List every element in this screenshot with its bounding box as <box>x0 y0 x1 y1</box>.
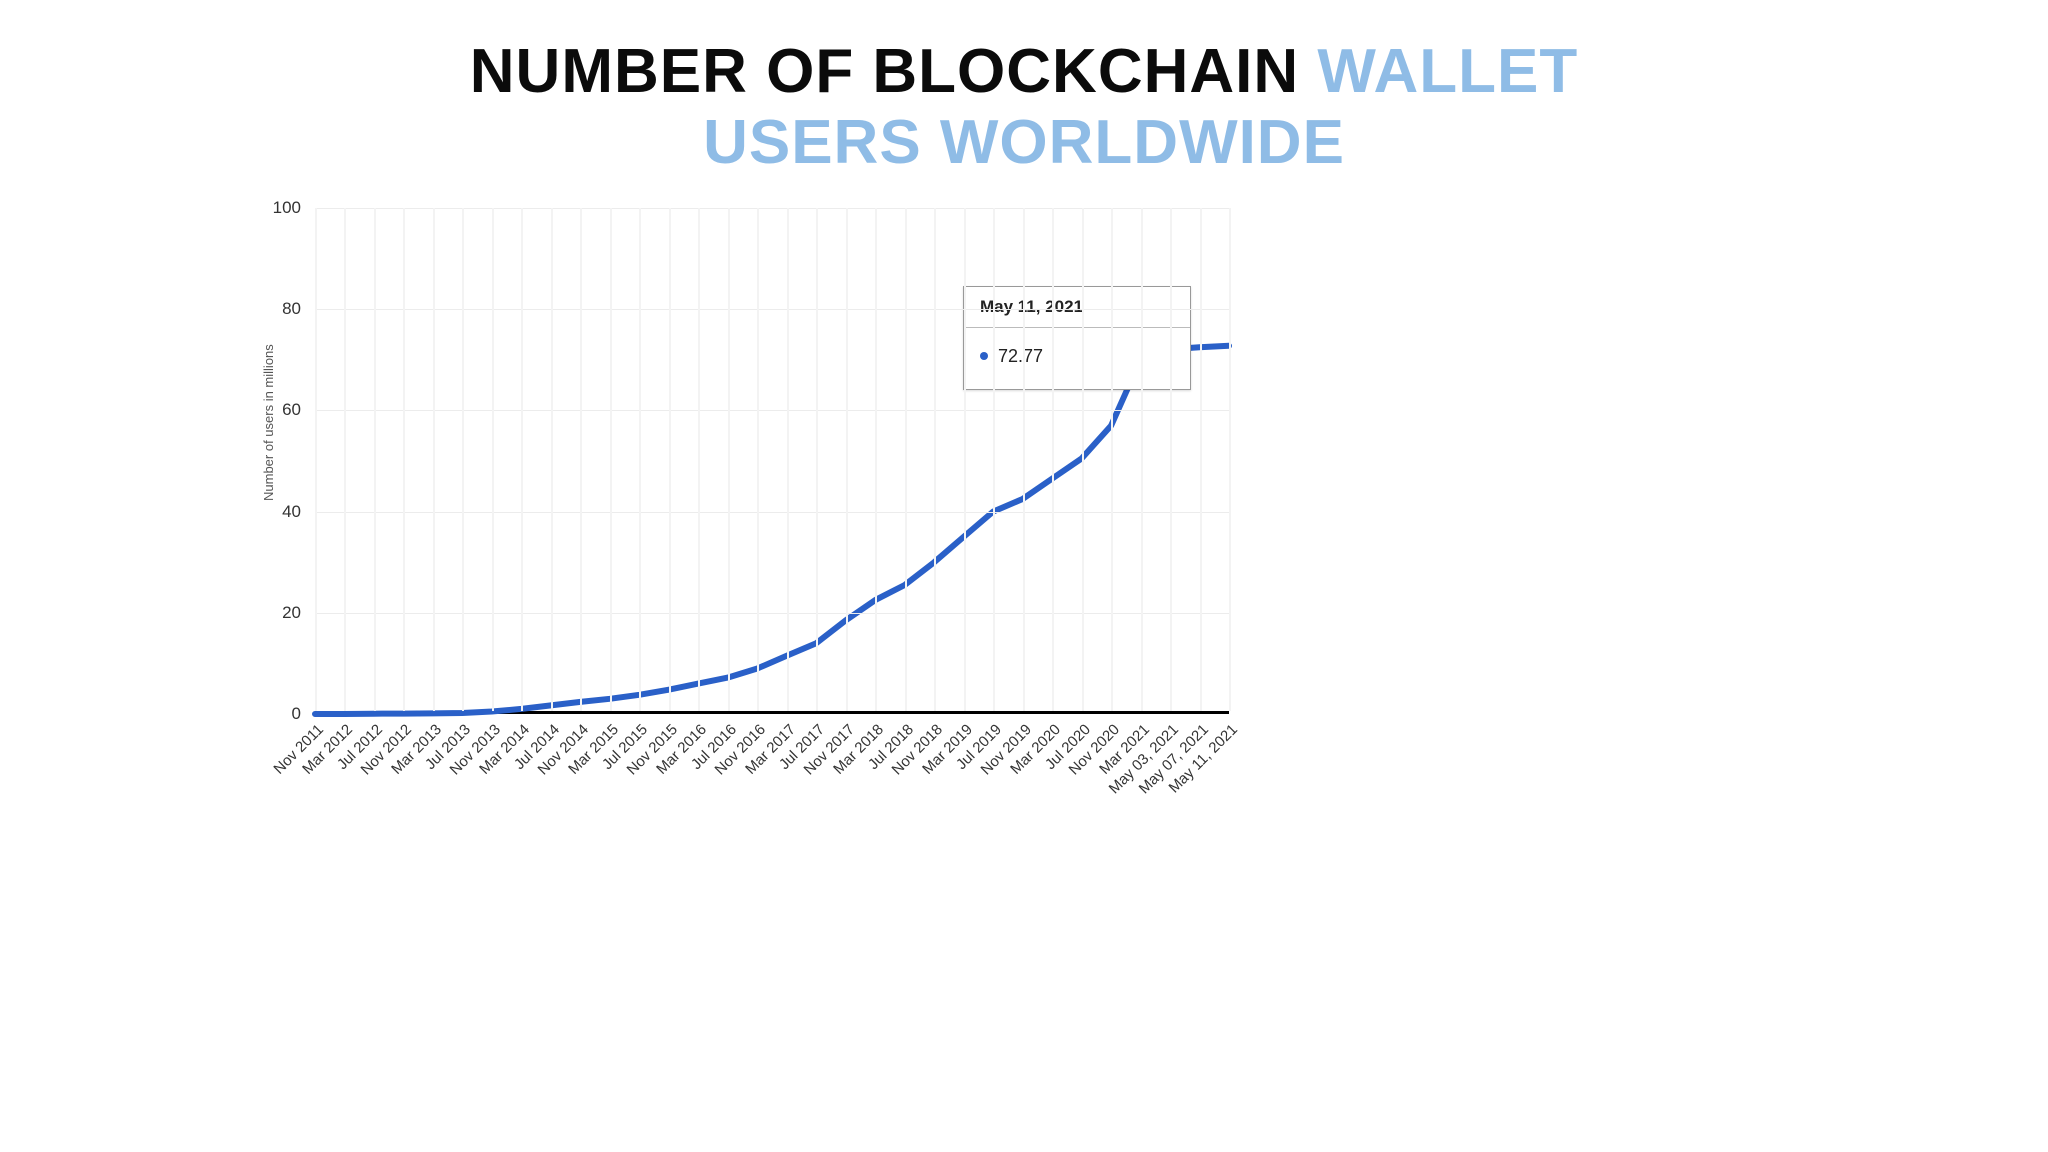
gridline-v <box>934 208 936 711</box>
gridline-v <box>787 208 789 711</box>
gridline-v <box>964 208 966 711</box>
gridline-v <box>1200 208 1202 711</box>
gridline-v <box>905 208 907 711</box>
gridline-v <box>639 208 641 711</box>
gridline-v <box>403 208 405 711</box>
gridline-v <box>728 208 730 711</box>
gridline-v <box>993 208 995 711</box>
y-tick-label: 80 <box>282 299 315 319</box>
gridline-v <box>1170 208 1172 711</box>
gridline-v <box>1023 208 1025 711</box>
gridline-v <box>374 208 376 711</box>
gridline-v <box>669 208 671 711</box>
series-line <box>315 346 1229 714</box>
gridline-v <box>698 208 700 711</box>
y-tick-label: 40 <box>282 502 315 522</box>
title-part-2: WALLET <box>1317 37 1578 106</box>
gridline-v <box>492 208 494 711</box>
gridline-v <box>757 208 759 711</box>
tooltip: May 11, 2021 72.77 <box>963 286 1191 390</box>
y-tick-label: 60 <box>282 400 315 420</box>
gridline-v <box>462 208 464 711</box>
tooltip-header: May 11, 2021 <box>964 287 1190 328</box>
gridline-v <box>1229 208 1231 711</box>
gridline-v <box>433 208 435 711</box>
gridline-v <box>846 208 848 711</box>
chart: Number of users in millions Nov 2011Mar … <box>315 208 1229 714</box>
title-part-1: NUMBER OF BLOCKCHAIN <box>470 37 1318 106</box>
gridline-v <box>1082 208 1084 711</box>
gridline-v <box>1141 208 1143 711</box>
data-line <box>315 208 1229 714</box>
gridline-h <box>315 410 1229 411</box>
gridline-h <box>315 208 1229 209</box>
gridline-v <box>816 208 818 711</box>
plot-area: Number of users in millions Nov 2011Mar … <box>315 208 1229 714</box>
tooltip-dot-icon <box>980 352 988 360</box>
y-tick-label: 100 <box>273 198 315 218</box>
gridline-v <box>521 208 523 711</box>
gridline-v <box>580 208 582 711</box>
gridline-v <box>610 208 612 711</box>
title-line-2: USERS WORLDWIDE <box>703 108 1345 177</box>
y-tick-label: 20 <box>282 603 315 623</box>
gridline-h <box>315 309 1229 310</box>
tooltip-body: 72.77 <box>964 328 1190 389</box>
gridline-v <box>315 208 317 711</box>
gridline-v <box>551 208 553 711</box>
y-axis-title: Number of users in millions <box>261 345 276 502</box>
y-tick-label: 0 <box>292 704 315 724</box>
gridline-v <box>344 208 346 711</box>
gridline-v <box>875 208 877 711</box>
gridline-h <box>315 613 1229 614</box>
page-title: NUMBER OF BLOCKCHAIN WALLET USERS WORLDW… <box>0 36 2048 179</box>
gridline-v <box>1111 208 1113 711</box>
tooltip-value: 72.77 <box>998 346 1043 366</box>
gridline-h <box>315 512 1229 513</box>
gridline-v <box>1052 208 1054 711</box>
